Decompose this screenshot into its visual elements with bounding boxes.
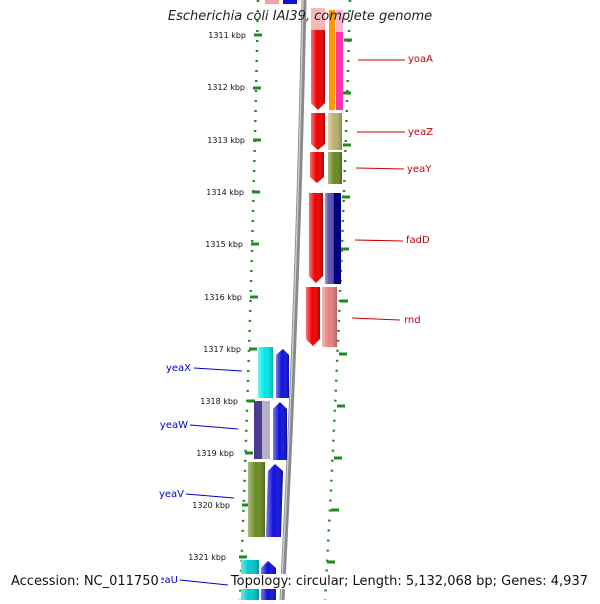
gene-yeaZ-shade [311, 113, 325, 150]
gene-yeaW-grey [262, 401, 270, 459]
map-title: Escherichia coli IAI39, complete genome [167, 9, 433, 24]
gene-yeaW-shade [273, 402, 287, 460]
scale-label: 1319 kbp [196, 449, 234, 458]
scale-label: 1313 kbp [207, 136, 245, 145]
gene-yeaX-shade [276, 349, 289, 398]
gene-yoaA-magenta-cap [336, 10, 343, 32]
scale-label: 1317 kbp [203, 345, 241, 354]
gene-label-fadD: fadD [406, 235, 430, 246]
leader-line-yeaX [193, 367, 243, 372]
gene-label-yeaW: yeaW [160, 420, 188, 431]
scale-label: 1320 kbp [192, 501, 230, 510]
scale-label: 1315 kbp [205, 240, 243, 249]
gene-label-yeaV: yeaV [159, 489, 184, 500]
forward-genes [306, 8, 343, 347]
genome-backbone-highlight [280, 0, 304, 601]
scale-label: 1321 kbp [188, 553, 226, 562]
gene-yeaV-olive-shade [248, 462, 265, 537]
scale-line-right [323, 0, 352, 601]
accession-text: Accession: NC_011750 [9, 574, 161, 589]
gene-label-yeaZ: yeaZ [408, 127, 433, 138]
scale-label: 1314 kbp [206, 188, 244, 197]
gene-label-yeaX: yeaX [166, 363, 191, 374]
gene-label-yoaA: yoaA [408, 54, 433, 65]
gene-fadD-shade [309, 193, 323, 283]
gene-yeaV-shade [266, 464, 283, 537]
scale-line-left [238, 0, 260, 601]
scale-label: 1316 kbp [204, 293, 242, 302]
gene-yeaZ-khaki-shade [328, 113, 342, 150]
leader-line-fadD [354, 239, 404, 242]
gene-top-partial-pink [265, 0, 279, 4]
gene-yeaW-purple [254, 401, 262, 459]
leader-line-yeaU [179, 579, 229, 586]
gene-fadD-purple-shade [325, 193, 334, 284]
scale-ticks-right [327, 38, 352, 564]
gene-yoaA-orange [329, 10, 335, 110]
gene-rnd-salmon-shade [322, 287, 337, 347]
leader-line-rnd [351, 317, 401, 321]
gene-yoaA-cap [311, 8, 325, 30]
scale-label: 1311 kbp [208, 31, 246, 40]
gene-yoaA-magenta [336, 10, 343, 110]
scale-ticks-left [239, 33, 262, 559]
topology-text: Topology: circular; Length: 5,132,068 bp… [228, 574, 590, 589]
leader-lines [179, 59, 405, 586]
reverse-genes [241, 347, 289, 600]
scale-label: 1312 kbp [207, 83, 245, 92]
gene-yeaY-olive-shade [328, 152, 342, 184]
leader-line-yeaY [355, 167, 405, 170]
gene-yoaA-shade [311, 8, 325, 110]
scale-label: 1318 kbp [200, 397, 238, 406]
gene-yeaX-cyan-shade [258, 347, 273, 398]
gene-top-partial-blue [283, 0, 297, 4]
leader-line-yeaW [189, 424, 239, 430]
gene-label-rnd: rnd [404, 315, 421, 326]
scale-labels: 1311 kbp 1312 kbp 1313 kbp 1314 kbp 1315… [188, 31, 246, 562]
leader-line-yeaV [185, 493, 235, 499]
gene-fadD-navy [334, 193, 341, 284]
gene-labels: yoaA yeaZ yeaY fadD rnd yeaX yeaW yeaV y… [152, 54, 433, 586]
genome-backbone [279, 0, 307, 601]
gene-label-yeaY: yeaY [407, 164, 432, 175]
gene-rnd-shade [306, 287, 320, 346]
gene-yeaY-shade [310, 152, 324, 183]
gene-label-yeaU: yeaU [152, 575, 178, 586]
